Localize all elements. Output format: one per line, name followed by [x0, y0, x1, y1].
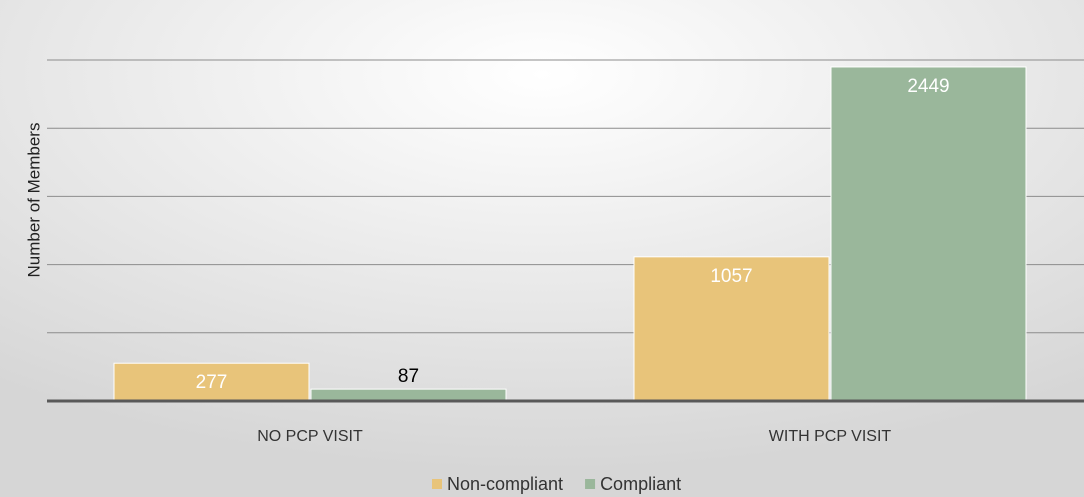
- data-label: 1057: [710, 266, 752, 287]
- x-tick-label: WITH PCP VISIT: [769, 428, 892, 445]
- legend-swatch: [432, 479, 442, 489]
- bar: [633, 256, 830, 402]
- x-tick-label: NO PCP VISIT: [257, 428, 363, 445]
- legend-swatch: [585, 479, 596, 489]
- bar: [310, 388, 507, 402]
- data-label: 277: [196, 372, 228, 393]
- y-axis-label: Number of Members: [24, 123, 43, 278]
- legend-label: Compliant: [600, 474, 681, 494]
- bar: [830, 66, 1027, 402]
- bar: [113, 362, 310, 402]
- data-label: 2449: [907, 76, 949, 97]
- data-label: 87: [398, 366, 419, 387]
- legend-label: Non-compliant: [447, 474, 563, 494]
